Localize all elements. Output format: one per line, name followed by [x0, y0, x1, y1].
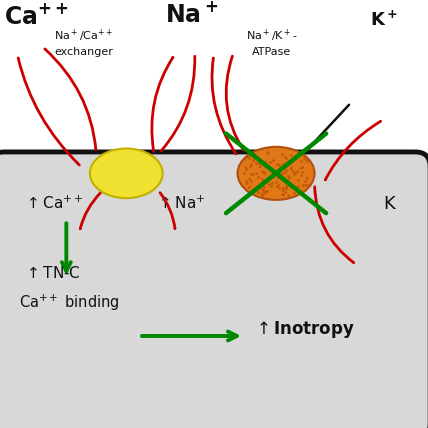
FancyArrowPatch shape [80, 193, 101, 229]
FancyArrowPatch shape [325, 121, 380, 180]
Text: Na$^+$/K$^+$-
ATPase: Na$^+$/K$^+$- ATPase [246, 28, 297, 56]
FancyArrowPatch shape [161, 56, 195, 151]
Text: $\uparrow$Ca$^{++}$: $\uparrow$Ca$^{++}$ [24, 195, 83, 212]
Text: $\mathbf{Na^+}$: $\mathbf{Na^+}$ [165, 2, 218, 27]
Text: $\uparrow$Inotropy: $\uparrow$Inotropy [253, 319, 354, 340]
Ellipse shape [238, 147, 315, 200]
FancyBboxPatch shape [0, 152, 428, 428]
Text: $\mathbf{K^+}$: $\mathbf{K^+}$ [370, 11, 398, 30]
Ellipse shape [90, 149, 163, 198]
FancyArrowPatch shape [45, 49, 96, 149]
Text: Ca$^{++}$ binding: Ca$^{++}$ binding [19, 293, 120, 313]
Text: $\uparrow$Na$^{+}$: $\uparrow$Na$^{+}$ [156, 195, 205, 212]
Text: Na$^+$/Ca$^{++}$
exchanger: Na$^+$/Ca$^{++}$ exchanger [54, 28, 113, 56]
Text: $\mathbf{Ca^{++}}$: $\mathbf{Ca^{++}}$ [4, 4, 69, 29]
FancyArrowPatch shape [315, 187, 354, 262]
FancyArrowPatch shape [212, 58, 236, 154]
FancyArrowPatch shape [18, 58, 79, 165]
FancyArrowPatch shape [152, 57, 173, 152]
FancyArrowPatch shape [226, 56, 244, 150]
Text: $\uparrow$TN-C: $\uparrow$TN-C [24, 265, 80, 281]
FancyArrowPatch shape [160, 193, 175, 229]
Text: K: K [383, 195, 395, 213]
